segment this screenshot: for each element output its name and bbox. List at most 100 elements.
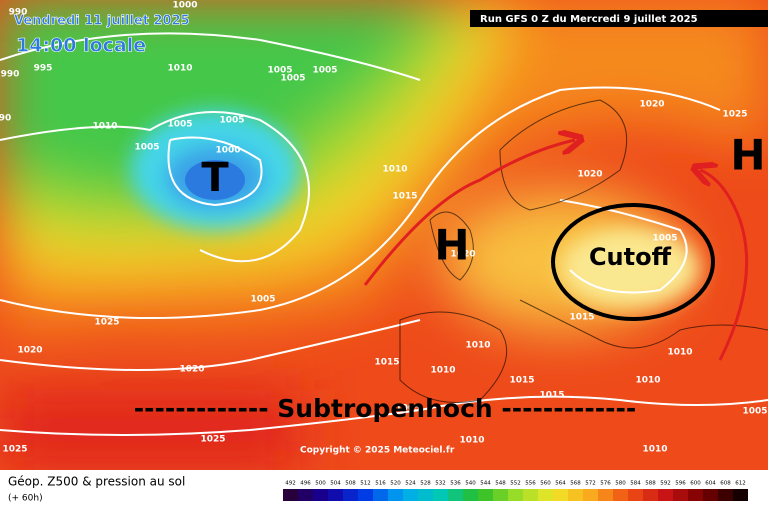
isobar-label: 1020 (17, 346, 42, 356)
isobar-label: 1020 (179, 365, 204, 375)
scale-label: 584 (630, 481, 641, 487)
isobar-label: 1005 (280, 74, 305, 84)
scale-swatch (643, 489, 658, 501)
isobar-label: 1005 (652, 234, 677, 244)
isobars (0, 32, 768, 436)
isobar-label: 995 (34, 64, 53, 74)
scale-swatch (613, 489, 628, 501)
isobar-label: 1005 (267, 66, 292, 76)
scale-label: 540 (465, 481, 476, 487)
scale-swatch (418, 489, 433, 501)
scale-label: 608 (720, 481, 731, 487)
isobar-label: 1010 (642, 445, 667, 455)
run-info: Run GFS 0 Z du Mercredi 9 juillet 2025 (480, 14, 698, 25)
isobar-label: 990 (9, 8, 28, 18)
scale-swatch (388, 489, 403, 501)
isobar-label: 1005 (312, 66, 337, 76)
coastlines (399, 99, 768, 403)
isobar-label: 1010 (430, 366, 455, 376)
isobar-label: 1020 (639, 100, 664, 110)
scale-swatch (523, 489, 538, 501)
isobar-label: 1010 (635, 376, 660, 386)
isobar-label: 1015 (392, 192, 417, 202)
scale-swatch (568, 489, 583, 501)
scale-label: 548 (495, 481, 506, 487)
isobar-label: 1025 (200, 435, 225, 445)
isobar-label: 1015 (374, 358, 399, 368)
isobar-label: 1020 (577, 170, 602, 180)
isobar-label: 1025 (2, 445, 27, 455)
scale-label: 568 (570, 481, 581, 487)
scale-label: 508 (345, 481, 356, 487)
isobar-label: 1010 (167, 64, 192, 74)
scale-swatch (478, 489, 493, 501)
isobar-label: 1000 (172, 1, 197, 11)
scale-label: 612 (735, 481, 746, 487)
isobar-label: 1010 (667, 348, 692, 358)
scale-label: 572 (585, 481, 596, 487)
scale-label: 516 (375, 481, 386, 487)
scale-swatch (688, 489, 703, 501)
cutoff-ring (551, 203, 715, 321)
scale-swatch (598, 489, 613, 501)
scale-swatch (358, 489, 373, 501)
scale-label: 504 (330, 481, 341, 487)
scale-label: 492 (285, 481, 296, 487)
scale-swatch (538, 489, 553, 501)
scale-swatch (733, 489, 748, 501)
scale-swatch (463, 489, 478, 501)
local-time: 14:00 locale (16, 35, 146, 57)
scale-swatch (583, 489, 598, 501)
scale-swatch (493, 489, 508, 501)
scale-label: 552 (510, 481, 521, 487)
flow-arrows (363, 140, 749, 361)
isobar-label: 1010 (92, 122, 117, 132)
scale-label: 544 (480, 481, 491, 487)
scale-swatch (298, 489, 313, 501)
footer-lead: (+ 60h) (8, 494, 43, 504)
scale-label: 556 (525, 481, 536, 487)
scale-label: 576 (600, 481, 611, 487)
scale-swatch (403, 489, 418, 501)
scale-swatch (628, 489, 643, 501)
scale-label: 528 (420, 481, 431, 487)
scale-label: 596 (675, 481, 686, 487)
isobar-label: 1005 (219, 116, 244, 126)
scale-label: 588 (645, 481, 656, 487)
scale-label: 512 (360, 481, 371, 487)
scale-swatch (508, 489, 523, 501)
scale-swatch (718, 489, 733, 501)
scale-label: 536 (450, 481, 461, 487)
scale-label: 500 (315, 481, 326, 487)
isobar-label: 1025 (94, 318, 119, 328)
scale-swatch (313, 489, 328, 501)
scale-swatch (658, 489, 673, 501)
isobar-label: 1025 (722, 110, 747, 120)
copyright: Copyright © 2025 Meteociel.fr (300, 446, 455, 456)
scale-swatch (373, 489, 388, 501)
scale-label: 560 (540, 481, 551, 487)
isobar-label: 1015 (569, 313, 594, 323)
isobar-label: 1015 (539, 391, 564, 401)
isobar-label: 1010 (459, 436, 484, 446)
scale-swatch (448, 489, 463, 501)
isobar-label: 1010 (465, 341, 490, 351)
valid-date: Vendredi 11 juillet 2025 (14, 14, 190, 29)
isobar-label: 1015 (509, 376, 534, 386)
scale-swatch (433, 489, 448, 501)
cutoff-label: Cutoff (589, 243, 672, 271)
subtropical-label: ------------- Subtropenhoch ------------… (134, 394, 637, 423)
isobar-label: 990 (1, 70, 20, 80)
isobar-label: 1005 (742, 407, 767, 417)
isobar-label: 1005 (395, 404, 420, 414)
scale-label: 532 (435, 481, 446, 487)
run-box (470, 10, 768, 27)
isobar-label: 1005 (167, 120, 192, 130)
high-marker: H (434, 221, 469, 270)
isobar-label: 1005 (250, 295, 275, 305)
footer-title: Géop. Z500 & pression au sol (8, 475, 185, 489)
scale-label: 520 (390, 481, 401, 487)
scale-label: 604 (705, 481, 716, 487)
